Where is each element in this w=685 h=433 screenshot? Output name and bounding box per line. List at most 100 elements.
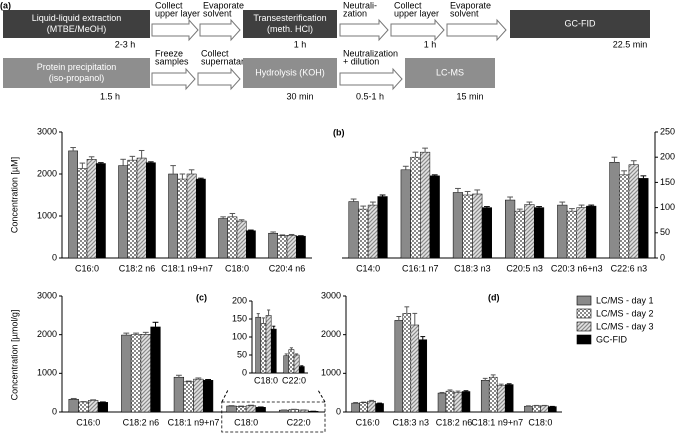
x-tick-label: C18:3 n3: [393, 417, 430, 427]
x-tick-label: C18:0: [234, 417, 258, 427]
arrow-label: upper layer: [394, 8, 439, 18]
bar: [488, 376, 498, 413]
bar: [400, 169, 411, 259]
process-box: [3, 58, 150, 88]
bar: [121, 334, 132, 413]
step-arrow: [197, 67, 241, 91]
bar: [524, 405, 533, 413]
bar: [453, 392, 463, 413]
bar: [462, 194, 473, 259]
bar: [524, 204, 535, 259]
x-tick-label: C18:1 n9+n7: [471, 417, 523, 427]
x-tick-label: C18:2 n6: [123, 417, 160, 427]
bar: [514, 210, 525, 259]
y-tick-label: 0: [242, 367, 247, 377]
bar: [557, 204, 568, 259]
x-tick-label: C22:0: [287, 417, 311, 427]
duration: 2-3 h: [115, 39, 136, 49]
arrow-label: upper layer: [155, 8, 200, 18]
bar: [296, 235, 306, 259]
x-tick-label: C18:2 n6: [119, 263, 156, 273]
bar: [286, 235, 297, 259]
bar: [136, 157, 147, 259]
y-tick-label: 0: [52, 406, 57, 416]
y-tick-label: 100: [232, 331, 247, 341]
zoom-connector: [317, 389, 326, 403]
bar: [533, 207, 545, 259]
bar: [586, 205, 597, 259]
step-arrow: [151, 18, 199, 42]
bar: [445, 390, 455, 413]
bar: [461, 391, 471, 413]
duration: 0.5-1 h: [356, 91, 384, 101]
arrow-label: zation: [343, 8, 367, 18]
bar: [293, 354, 300, 374]
bar: [96, 163, 106, 259]
duration: 22.5 min: [613, 39, 648, 49]
zoom-box: [221, 401, 326, 433]
bar: [127, 159, 138, 259]
legend-label: LC/MS - day 2: [596, 308, 654, 318]
bar: [265, 315, 272, 374]
bar: [118, 165, 128, 259]
y-tick-label: 200: [660, 152, 675, 162]
legend-swatch: [576, 334, 592, 345]
y-tick-label: 50: [237, 349, 247, 359]
bar: [268, 232, 278, 259]
bar: [168, 173, 178, 259]
bar: [505, 199, 516, 259]
arrow-label: Evaporate: [450, 0, 491, 10]
y-tick-label: 100: [660, 202, 675, 212]
box-text: Liquid-liquid extraction: [32, 13, 122, 23]
box-text: Protein precipitation: [37, 62, 117, 72]
x-tick-label: C20:5 n3: [506, 263, 543, 273]
y-tick-label: 3000: [37, 290, 57, 300]
y-tick-label: 2000: [321, 329, 341, 339]
y-axis-label: Concentration [µmol/g]: [9, 310, 19, 401]
x-tick-label: C16:0: [356, 417, 380, 427]
y-tick-label: 250: [660, 126, 675, 136]
bar: [566, 210, 578, 259]
y-tick-label: 1000: [37, 210, 57, 220]
bar: [140, 334, 151, 413]
arrow-label: solvent: [450, 8, 479, 18]
box-text: Transesterification: [253, 13, 326, 23]
bar: [202, 380, 214, 413]
bar: [78, 401, 89, 413]
bar: [236, 220, 247, 259]
arrow-label: Collect: [201, 48, 229, 58]
bar: [367, 204, 378, 259]
x-tick-label: C20:3 n6+n3: [551, 263, 603, 273]
y-tick-label: 0: [660, 252, 665, 262]
bar: [68, 398, 79, 413]
y-tick-label: 1000: [37, 368, 57, 378]
bar: [97, 402, 109, 413]
bar: [227, 216, 238, 259]
bar: [496, 385, 506, 413]
process-box: [405, 58, 495, 88]
arrow-label: Freeze: [155, 48, 183, 58]
y-tick-label: 2000: [37, 168, 57, 178]
bar: [410, 156, 421, 259]
x-tick-label: C18:0: [528, 417, 552, 427]
bar: [437, 392, 447, 413]
bar: [173, 376, 185, 413]
process-box: [3, 10, 150, 38]
panel-label: (c): [196, 292, 207, 302]
duration: 1 h: [424, 39, 437, 49]
x-tick-label: C14:0: [356, 263, 380, 273]
step-arrow: [151, 67, 196, 91]
x-tick-label: C18:0: [225, 263, 249, 273]
bar: [270, 328, 277, 374]
bar: [177, 178, 188, 259]
step-arrow: [390, 18, 445, 42]
bar: [418, 339, 428, 413]
bar: [246, 230, 256, 259]
legend-label: LC/MS - day 3: [596, 321, 654, 331]
legend-swatch: [576, 295, 592, 306]
bar: [260, 323, 267, 374]
arrow-label: Collect: [155, 0, 183, 10]
box-text: LC-MS: [436, 67, 464, 77]
y-tick-label: 200: [232, 295, 247, 305]
box-text: GC-FID: [565, 18, 596, 28]
